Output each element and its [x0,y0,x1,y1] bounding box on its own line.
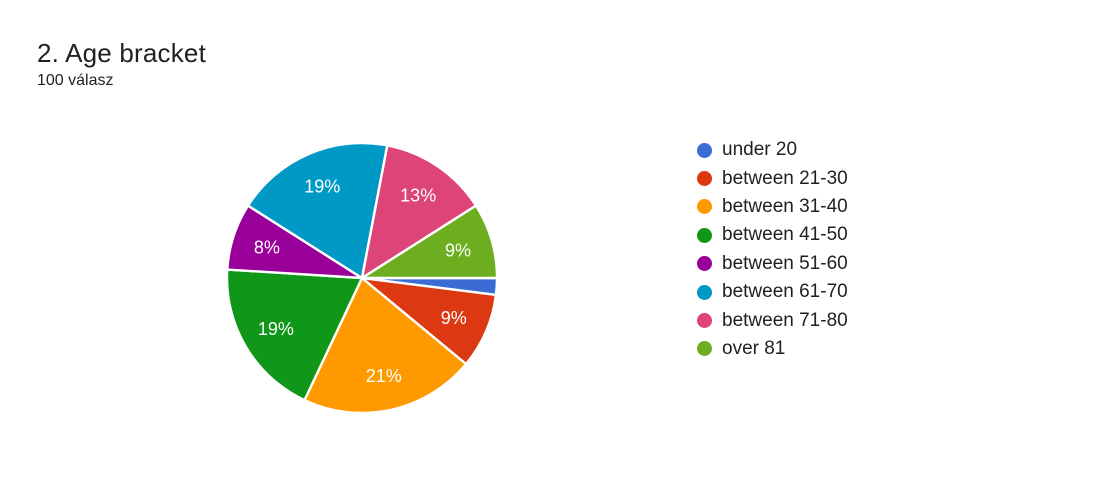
chart-legend: under 20 between 21-30 between 31-40 betwee… [697,136,848,363]
legend-color-dot [697,341,712,357]
legend-item-under-20: under 20 [697,136,848,164]
legend-item-between-41-50: between 41-50 [697,221,848,249]
question-title: 2. Age bracket [37,38,207,68]
pie-slice-label-over-81: 9% [445,240,471,260]
legend-label: between 51-60 [722,252,848,274]
legend-color-dot [697,199,712,215]
pie-slice-label-between-51-60: 8% [254,237,280,257]
pie-slice-label-between-21-30: 9% [441,308,467,328]
legend-label: between 21-30 [722,167,848,189]
pie-slice-between-31-40[interactable] [303,276,468,415]
legend-item-between-61-70: between 61-70 [697,278,848,306]
pie-chart[interactable]: 9% 21% 19% 8% 19% 13% 9% [202,118,522,438]
legend-label: between 41-50 [722,224,848,246]
pie-slice-over-81[interactable] [360,204,499,280]
legend-color-dot [697,227,712,243]
legend-label: between 71-80 [722,309,848,331]
legend-color-dot [697,284,712,300]
pie-slice-between-61-70[interactable] [246,141,389,280]
legend-color-dot [697,142,712,158]
legend-color-dot [697,256,712,272]
legend-item-between-71-80: between 71-80 [697,306,848,334]
legend-color-dot [697,171,712,187]
legend-label: under 20 [722,139,798,161]
legend-item-between-51-60: between 51-60 [697,250,848,278]
pie-slice-label-between-71-80: 13% [400,186,436,206]
legend-item-between-21-30: between 21-30 [697,164,848,192]
legend-label: over 81 [722,337,786,359]
legend-label: between 61-70 [722,281,848,303]
legend-item-between-31-40: between 31-40 [697,193,848,221]
legend-label: between 31-40 [722,195,848,217]
pie-slice-label-between-61-70: 19% [304,177,340,197]
pie-slice-between-71-80[interactable] [360,144,478,280]
legend-color-dot [697,313,712,329]
response-count: 100 válasz [37,72,114,89]
pie-slice-between-41-50[interactable] [225,268,364,402]
pie-chart-svg[interactable]: 9% 21% 19% 8% 19% 13% 9% [202,118,522,438]
pie-slice-label-between-31-40: 21% [366,366,402,386]
pie-slice-label-between-41-50: 19% [258,319,294,339]
legend-item-over-81: over 81 [697,335,848,363]
